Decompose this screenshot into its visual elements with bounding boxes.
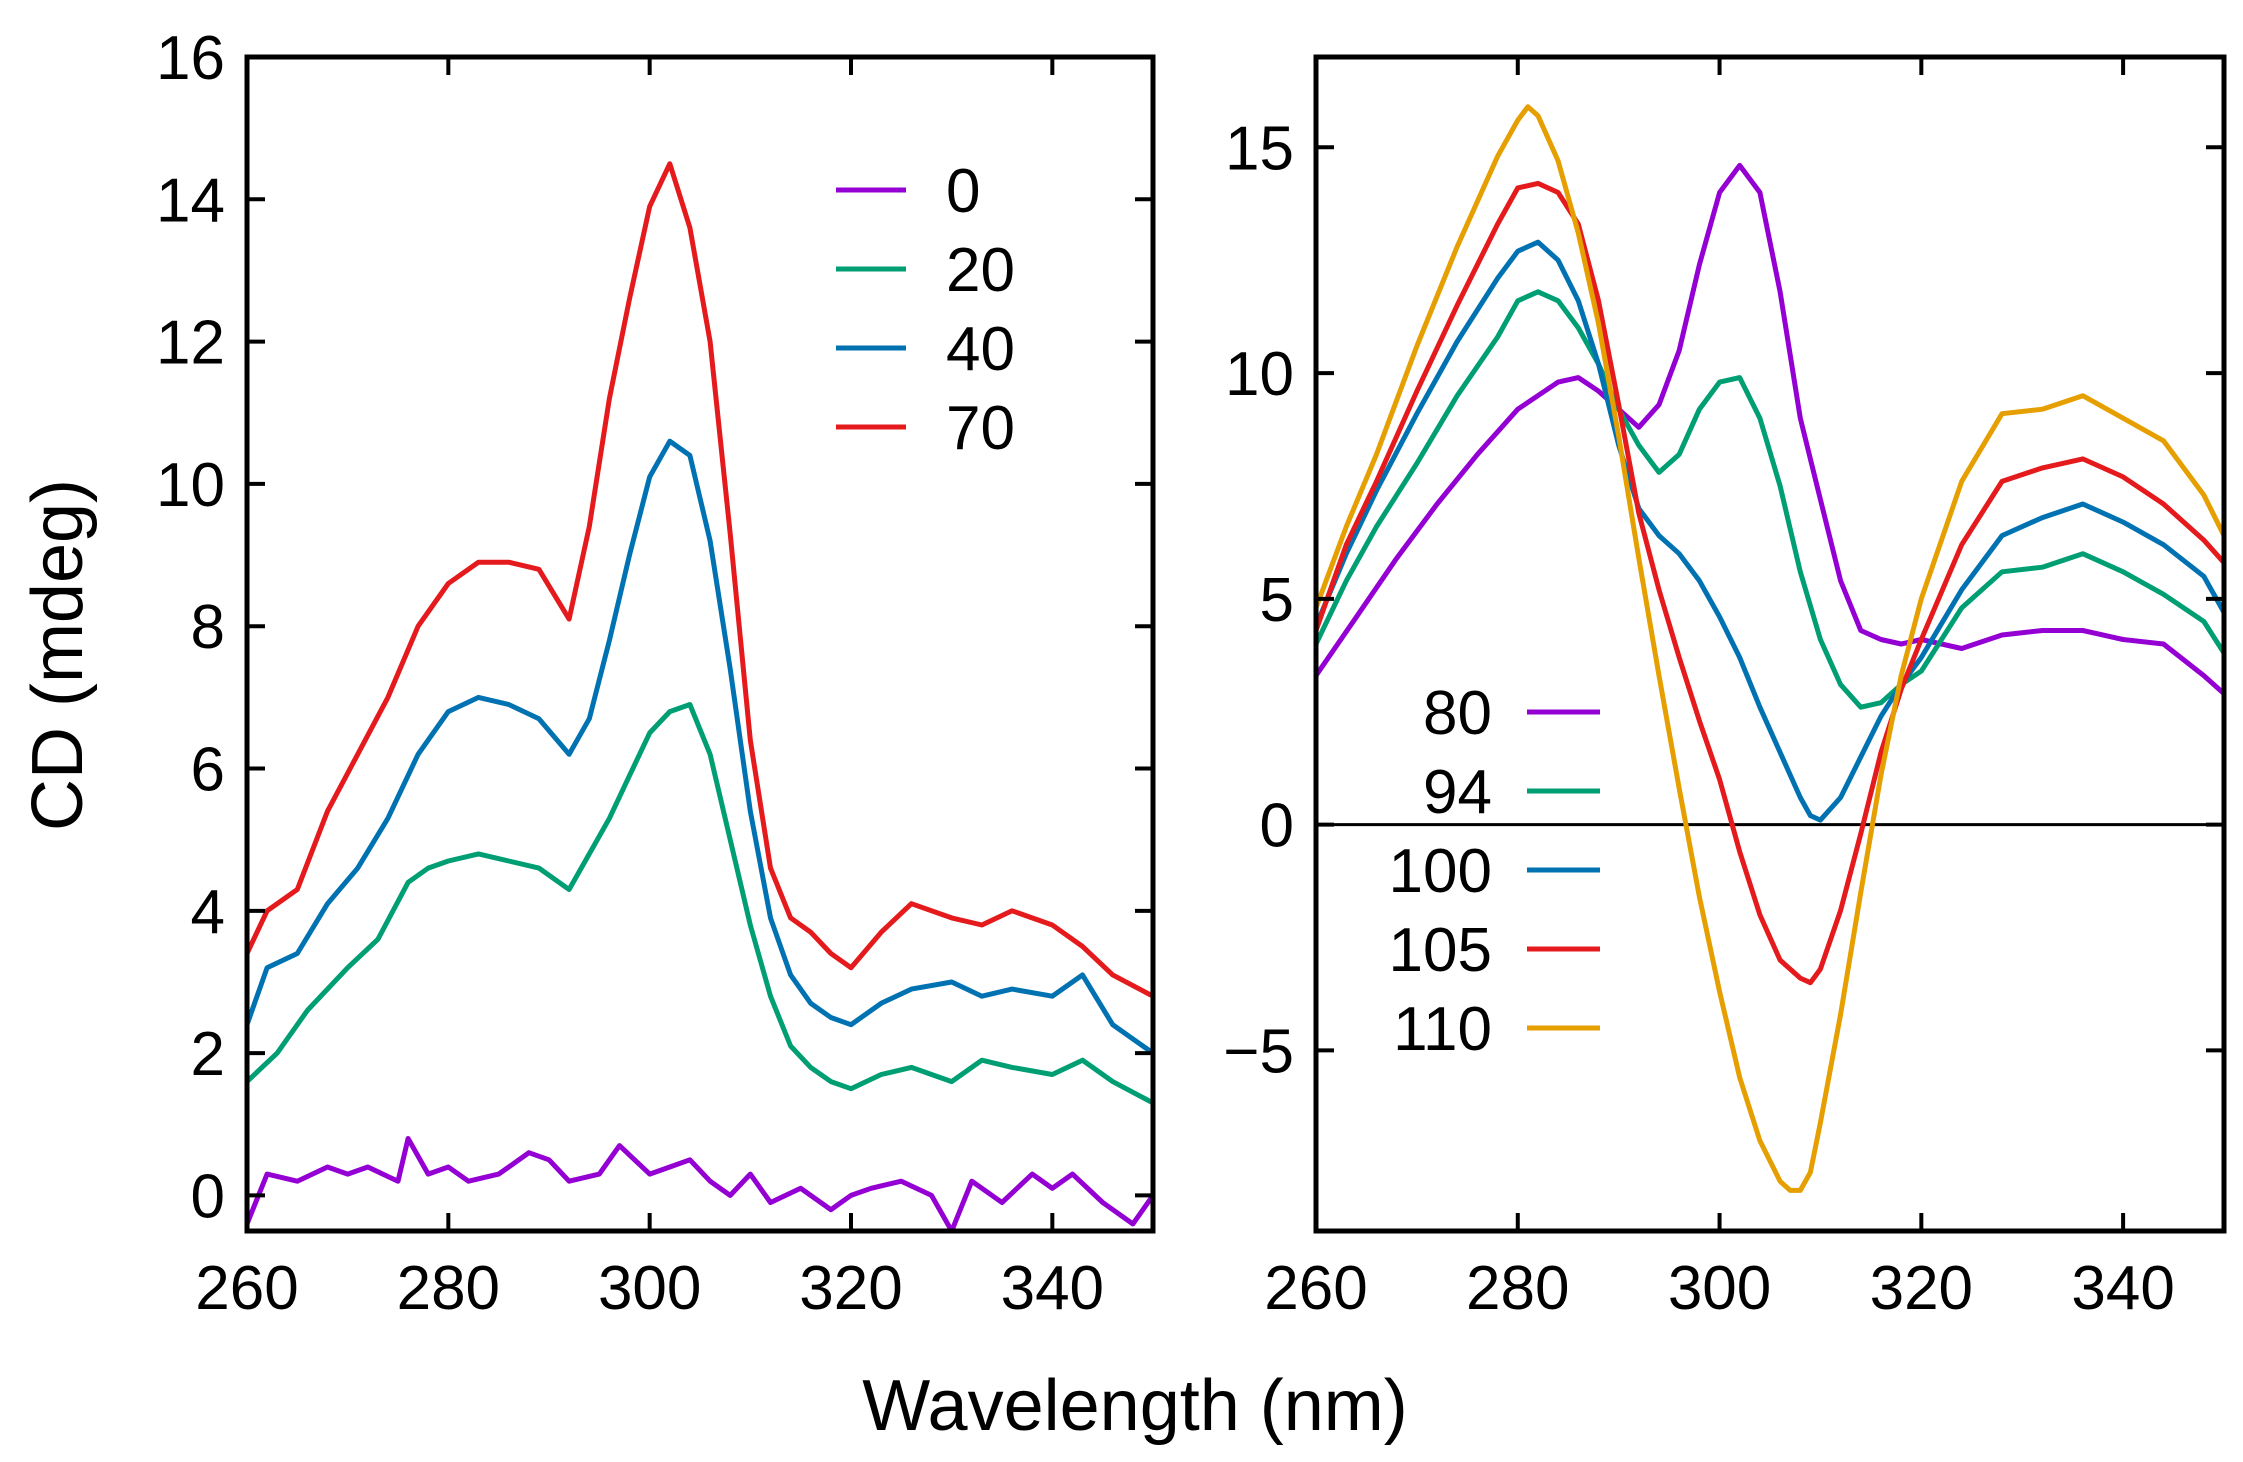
y-tick-label: 15 [1225, 114, 1294, 183]
y-tick-label: 12 [156, 309, 225, 378]
x-tick-label: 260 [195, 1254, 298, 1323]
x-tick-label: 320 [1870, 1254, 1973, 1323]
x-axis-label: Wavelength (nm) [862, 1366, 1408, 1446]
right-panel-chart: 260 280 300 320 340 −5 0 5 10 15 80 94 100 105 110 [1223, 54, 2227, 1323]
y-tick-label: 6 [191, 736, 225, 805]
series-line-70 [244, 161, 1156, 999]
series-line-105 [1313, 180, 2227, 986]
x-tick-label: 280 [397, 1254, 500, 1323]
y-tick-label: 14 [156, 166, 225, 235]
legend-label-80: 80 [1423, 679, 1492, 748]
legend-label-105: 105 [1389, 916, 1492, 985]
series-line-40 [244, 438, 1156, 1056]
y-tick-label: 10 [156, 451, 225, 520]
plot-frame [1313, 54, 2227, 1234]
y-tick-label: 0 [1260, 792, 1294, 861]
legend-label-0: 0 [946, 157, 980, 226]
plot-frame [244, 54, 1156, 1234]
series-line-20 [244, 702, 1156, 1106]
x-tick-label: 300 [1668, 1254, 1771, 1323]
series-line-94 [1313, 289, 2227, 710]
x-tick-label: 260 [1264, 1254, 1367, 1323]
x-tick-label: 320 [799, 1254, 902, 1323]
legend-label-70: 70 [946, 394, 1015, 463]
y-tick-label: 10 [1225, 340, 1294, 409]
y-tick-label: 0 [191, 1162, 225, 1231]
legend-label-110: 110 [1393, 995, 1492, 1064]
y-tick-label: 8 [191, 593, 225, 662]
x-tick-label: 340 [1001, 1254, 1104, 1323]
y-tick-label: 2 [191, 1020, 225, 1089]
y-tick-label: −5 [1223, 1017, 1294, 1086]
legend-label-40: 40 [946, 315, 1015, 384]
series-line-110 [1313, 104, 2227, 1193]
series-line-0 [244, 1136, 1156, 1234]
legend-label-100: 100 [1389, 837, 1492, 906]
y-tick-label: 16 [156, 24, 225, 93]
series-line-80 [1313, 162, 2227, 697]
x-tick-label: 340 [2071, 1254, 2174, 1323]
series-line-100 [1313, 239, 2227, 823]
legend-label-20: 20 [946, 236, 1015, 305]
y-tick-label: 5 [1260, 566, 1294, 635]
y-tick-label: 4 [191, 878, 225, 947]
y-axis-label: CD (mdeg) [18, 479, 98, 831]
left-panel-chart: 260 280 300 320 340 0 2 4 6 8 10 12 14 16 0 20 40 70 [156, 24, 1156, 1323]
legend-label-94: 94 [1423, 758, 1492, 827]
x-tick-label: 280 [1466, 1254, 1569, 1323]
x-tick-label: 300 [598, 1254, 701, 1323]
